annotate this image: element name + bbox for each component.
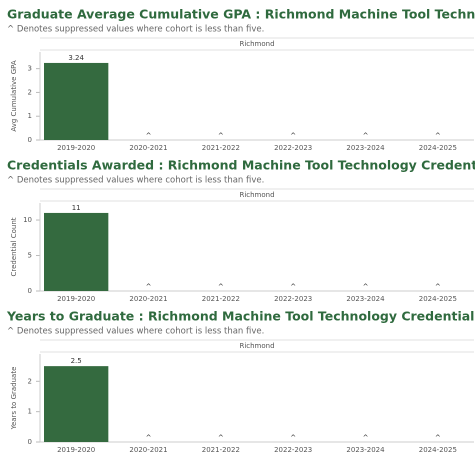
bar	[44, 212, 109, 291]
panel-header: Richmond	[239, 342, 274, 350]
y-axis-label: Credential Count	[10, 217, 18, 276]
x-tick-label: 2024-2025	[419, 144, 457, 152]
suppressed-label: ^	[218, 132, 224, 140]
suppressed-label: ^	[146, 132, 152, 140]
suppressed-label: ^	[435, 132, 441, 140]
y-axis-label: Avg Cumulative GPA	[10, 60, 18, 132]
chart-subtitle: ^ Denotes suppressed values where cohort…	[7, 25, 264, 35]
chart-subtitle: ^ Denotes suppressed values where cohort…	[7, 327, 264, 337]
bar	[44, 62, 109, 141]
x-tick-label: 2022-2023	[274, 446, 312, 454]
suppressed-label: ^	[218, 434, 224, 442]
chart-title: Credentials Awarded : Richmond Machine T…	[7, 158, 475, 173]
suppressed-label: ^	[290, 132, 296, 140]
x-tick-label: 2023-2024	[346, 295, 385, 303]
suppressed-label: ^	[146, 283, 152, 291]
suppressed-label: ^	[290, 434, 296, 442]
x-tick-label: 2024-2025	[419, 295, 457, 303]
y-tick-label: 0	[28, 438, 32, 446]
x-tick-label: 2021-2022	[202, 144, 240, 152]
y-tick-label: 2	[28, 377, 32, 385]
y-tick-label: 1	[28, 408, 32, 416]
panel-header: Richmond	[239, 191, 274, 199]
suppressed-label: ^	[146, 434, 152, 442]
suppressed-label: ^	[435, 434, 441, 442]
bar	[44, 366, 109, 442]
suppressed-label: ^	[363, 283, 369, 291]
suppressed-label: ^	[363, 132, 369, 140]
panel-header: Richmond	[239, 40, 274, 48]
y-tick-label: 0	[28, 287, 32, 295]
chart-subtitle: ^ Denotes suppressed values where cohort…	[7, 176, 264, 186]
y-tick-label: 3	[28, 65, 32, 73]
y-tick-label: 1	[28, 112, 32, 120]
x-tick-label: 2022-2023	[274, 295, 312, 303]
x-tick-label: 2020-2021	[129, 144, 167, 152]
x-tick-label: 2023-2024	[346, 446, 385, 454]
chart-title: Graduate Average Cumulative GPA : Richmo…	[7, 7, 475, 22]
x-tick-label: 2024-2025	[419, 446, 457, 454]
value-label: 3.24	[68, 54, 84, 62]
suppressed-label: ^	[218, 283, 224, 291]
y-axis-label: Years to Graduate	[10, 367, 18, 431]
suppressed-label: ^	[435, 283, 441, 291]
x-tick-label: 2019-2020	[57, 144, 95, 152]
suppressed-label: ^	[363, 434, 369, 442]
x-tick-label: 2020-2021	[129, 295, 167, 303]
x-tick-label: 2020-2021	[129, 446, 167, 454]
suppressed-label: ^	[290, 283, 296, 291]
x-tick-label: 2021-2022	[202, 295, 240, 303]
y-tick-label: 5	[28, 252, 32, 260]
y-tick-label: 2	[28, 88, 32, 96]
chart-title: Years to Graduate : Richmond Machine Too…	[6, 309, 475, 324]
value-label: 11	[72, 204, 81, 212]
x-tick-label: 2019-2020	[57, 446, 95, 454]
y-tick-label: 0	[28, 136, 32, 144]
x-tick-label: 2022-2023	[274, 144, 312, 152]
y-tick-label: 10	[23, 216, 32, 224]
x-tick-label: 2021-2022	[202, 446, 240, 454]
x-tick-label: 2019-2020	[57, 295, 95, 303]
value-label: 2.5	[71, 357, 82, 365]
x-tick-label: 2023-2024	[346, 144, 385, 152]
